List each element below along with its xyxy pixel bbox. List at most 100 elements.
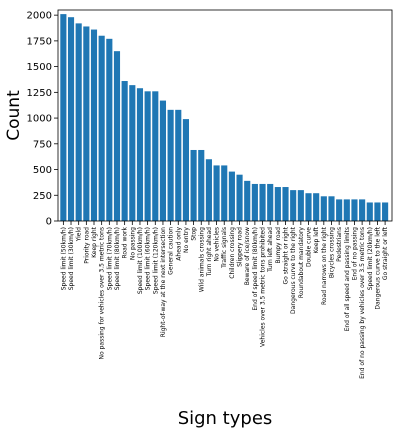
- bar: [297, 190, 304, 221]
- y-tick-label: 250: [33, 191, 52, 202]
- x-tick-label: Beware of ice/snow: [244, 227, 251, 285]
- y-axis-label: Count: [4, 90, 24, 141]
- x-tick-label: Bicycles crossing: [328, 227, 335, 278]
- x-tick-label: End of all speed and passing limits: [344, 227, 351, 331]
- x-tick-label: Ahead only: [175, 227, 182, 261]
- x-tick-label: Slippery road: [237, 227, 244, 267]
- bar: [175, 109, 182, 221]
- bar: [290, 190, 297, 221]
- bar: [90, 29, 98, 222]
- bar: [144, 91, 151, 221]
- y-tick-label: 1500: [27, 62, 52, 73]
- y-tick-label: 0: [46, 217, 52, 228]
- x-tick-label: Speed limit (80km/h): [114, 227, 121, 290]
- x-tick-label: Speed limit (60km/h): [145, 227, 152, 290]
- bar: [182, 119, 189, 221]
- bar: [213, 165, 220, 221]
- bar: [152, 91, 159, 221]
- bar: [129, 85, 136, 221]
- x-tick-label: Speed limit (20km/h): [367, 227, 374, 290]
- bar: [244, 180, 251, 221]
- x-tick-label: Dangerous curve to the left: [374, 226, 381, 309]
- bar: [221, 165, 228, 221]
- bar: [374, 202, 381, 221]
- bar: [343, 199, 350, 221]
- bar: [274, 187, 281, 221]
- x-tick-label: Road narrows on the right: [321, 226, 328, 305]
- y-axis-ticks: 0 250 500 750 1000 1250 1500 1750 2000: [27, 11, 58, 228]
- x-axis-label: Sign types: [178, 408, 273, 429]
- x-tick-label: Keep right: [91, 226, 98, 257]
- bar: [190, 149, 197, 221]
- x-tick-label: Yield: [76, 227, 83, 242]
- bar: [136, 88, 144, 221]
- y-tick-label: 1000: [27, 114, 52, 125]
- x-tick-label: No passing for vehicles over 3.5 metric …: [99, 227, 106, 359]
- x-tick-label: Pedestrians: [336, 227, 343, 262]
- x-tick-label: Vehicles over 3.5 metric tons prohibited: [260, 227, 267, 347]
- bar: [83, 26, 90, 221]
- bar: [366, 202, 373, 221]
- bar: [60, 14, 67, 222]
- x-tick-label: Children crossing: [229, 227, 236, 279]
- bar: [267, 183, 274, 221]
- x-tick-label: Wild animals crossing: [198, 227, 205, 292]
- x-tick-label: No entry: [183, 227, 190, 253]
- x-tick-label: Go straight or left: [382, 226, 389, 280]
- y-tick-label: 1250: [27, 88, 52, 99]
- x-tick-label: Speed limit (50km/h): [60, 227, 67, 290]
- x-tick-label: Turn right ahead: [206, 227, 213, 277]
- x-tick-label: Bumpy road: [275, 227, 282, 264]
- bar: [382, 202, 389, 221]
- bar: [75, 23, 82, 221]
- x-tick-label: No passing: [129, 227, 136, 260]
- bar: [336, 199, 343, 221]
- bar: [313, 193, 320, 221]
- bar: [351, 199, 358, 221]
- x-tick-label: No vehicles: [214, 227, 221, 262]
- bars: [60, 14, 389, 222]
- x-tick-label: Stop: [191, 227, 198, 241]
- x-tick-label: Speed limit (70km/h): [106, 227, 113, 290]
- x-tick-label: Double curve: [306, 227, 313, 267]
- bar: [236, 174, 243, 221]
- y-tick-label: 2000: [27, 11, 52, 22]
- bar: [359, 199, 366, 221]
- x-tick-label: Speed limit (100km/h): [137, 227, 144, 294]
- x-tick-label: Priority road: [83, 227, 90, 264]
- x-tick-label: Turn left ahead: [267, 227, 274, 273]
- bar: [98, 35, 105, 222]
- y-tick-label: 500: [33, 165, 52, 176]
- x-tick-label: End of speed limit (80km/h): [252, 227, 259, 311]
- x-tick-label: Roundabout mandatory: [298, 227, 305, 299]
- x-tick-label: Right-of-way at the next intersection: [160, 227, 167, 337]
- x-tick-label: General caution: [168, 227, 175, 275]
- x-tick-label: Speed limit (120km/h): [152, 227, 159, 294]
- bar: [328, 196, 335, 221]
- y-tick-label: 1750: [27, 36, 52, 47]
- bar: [320, 196, 327, 221]
- x-tick-label: Road work: [122, 226, 129, 258]
- x-tick-label: Go straight or right: [283, 226, 290, 284]
- x-axis-ticks: Speed limit (50km/h) Speed limit (30km/h)…: [60, 221, 389, 379]
- bar: [167, 109, 174, 221]
- bar: [106, 38, 113, 221]
- x-tick-label: Dangerous curve to the right: [290, 226, 297, 314]
- x-tick-label: Traffic signals: [221, 227, 228, 269]
- bar: [282, 187, 289, 221]
- bar: [205, 159, 212, 221]
- bar: [121, 81, 128, 222]
- x-tick-label: Speed limit (30km/h): [68, 227, 75, 290]
- bar: [228, 171, 235, 221]
- x-tick-label: End of no passing by vehicles over 3.5 m…: [359, 227, 366, 379]
- bar: [113, 51, 121, 221]
- y-tick-label: 750: [33, 139, 52, 150]
- bar: [251, 183, 258, 221]
- bar: [305, 193, 312, 221]
- plot-frame: [57, 9, 393, 222]
- bar: [259, 183, 266, 221]
- bar: [67, 17, 75, 221]
- x-tick-label: Keep left: [313, 226, 320, 253]
- x-tick-label: End of no passing: [351, 227, 358, 281]
